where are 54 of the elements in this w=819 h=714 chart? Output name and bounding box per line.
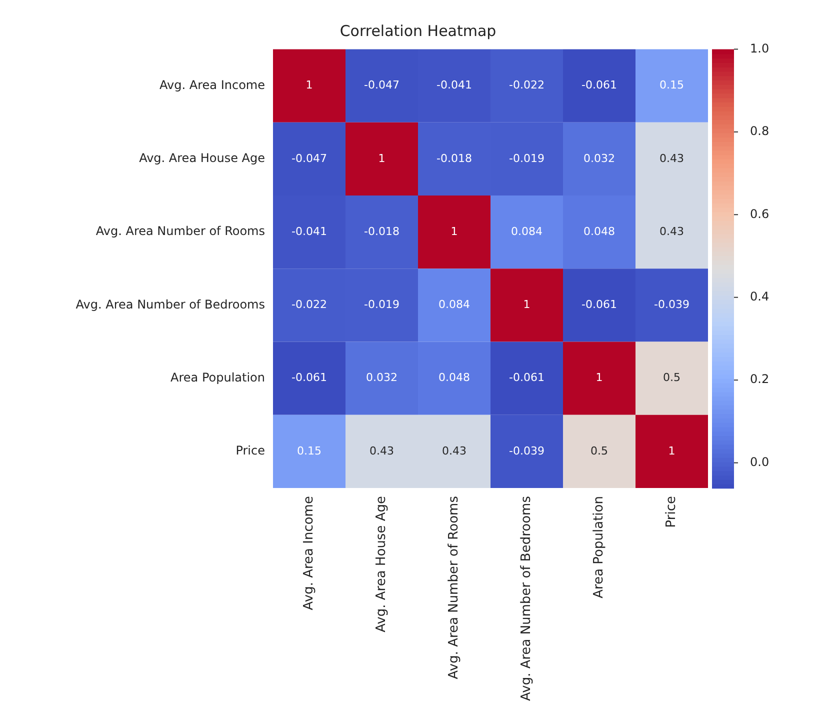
- data-label: 0.15: [660, 78, 684, 92]
- data-label: 1: [596, 371, 603, 384]
- data-label: 0.032: [584, 152, 615, 165]
- x-tick-label: Area Population: [592, 496, 607, 598]
- y-tick-label: Area Population: [170, 370, 265, 384]
- data-label: -0.047: [292, 152, 327, 165]
- color-bar-label: 0.2: [750, 372, 770, 386]
- data-label: -0.061: [292, 371, 327, 384]
- data-label: 1: [306, 78, 313, 92]
- x-tick-label: Price: [664, 496, 680, 528]
- y-tick-label: Avg. Area Number of Bedrooms: [76, 297, 265, 312]
- data-label: -0.061: [509, 371, 544, 384]
- color-bar-label: 0.8: [750, 124, 770, 138]
- x-tick-label: Avg. Area Number of Bedrooms: [519, 496, 534, 702]
- data-label: -0.039: [509, 444, 544, 458]
- data-label: 0.43: [442, 444, 466, 458]
- data-label: -0.041: [292, 224, 327, 238]
- y-tick-label: Price: [236, 444, 265, 458]
- data-label: 0.5: [663, 371, 680, 384]
- data-label: -0.041: [436, 78, 472, 92]
- data-label: -0.022: [509, 78, 544, 92]
- data-label: 1: [523, 298, 530, 312]
- data-label: 0.084: [511, 224, 542, 238]
- data-label: 0.43: [660, 152, 684, 165]
- data-label: 0.032: [366, 371, 398, 384]
- data-label: 0.5: [590, 444, 608, 458]
- data-label: -0.039: [654, 298, 690, 312]
- data-label: 0.43: [660, 224, 684, 238]
- data-label: -0.018: [364, 224, 400, 238]
- color-bar-label: 0.4: [750, 289, 770, 304]
- x-tick-label: Avg. Area House Age: [374, 496, 390, 632]
- color-bar-label: 0.0: [750, 454, 770, 469]
- data-label: 0.15: [297, 444, 322, 458]
- data-label: 1: [668, 444, 676, 458]
- data-label: 1: [450, 224, 458, 238]
- data-label: -0.047: [364, 78, 400, 92]
- color-bar-label: 0.6: [750, 206, 770, 221]
- data-label: -0.019: [364, 298, 400, 312]
- data-label: 0.43: [370, 444, 394, 458]
- x-tick-label: Avg. Area Number of Rooms: [446, 496, 462, 680]
- data-label: -0.018: [436, 152, 472, 165]
- data-label: -0.061: [582, 78, 617, 92]
- chart-title: Correlation Heatmap: [340, 22, 496, 40]
- data-label: -0.022: [292, 298, 327, 312]
- data-label: 1: [378, 152, 386, 165]
- y-tick-label: Avg. Area Number of Rooms: [96, 224, 265, 238]
- data-label: 0.048: [584, 224, 615, 238]
- data-label: -0.061: [582, 298, 617, 312]
- data-label: 0.084: [438, 298, 470, 312]
- data-label: -0.019: [509, 152, 544, 165]
- y-tick-label: Avg. Area Income: [160, 78, 265, 92]
- data-label: 0.048: [438, 371, 470, 384]
- y-tick-label: Avg. Area House Age: [139, 151, 265, 166]
- color-bar-label: 1.0: [750, 41, 770, 56]
